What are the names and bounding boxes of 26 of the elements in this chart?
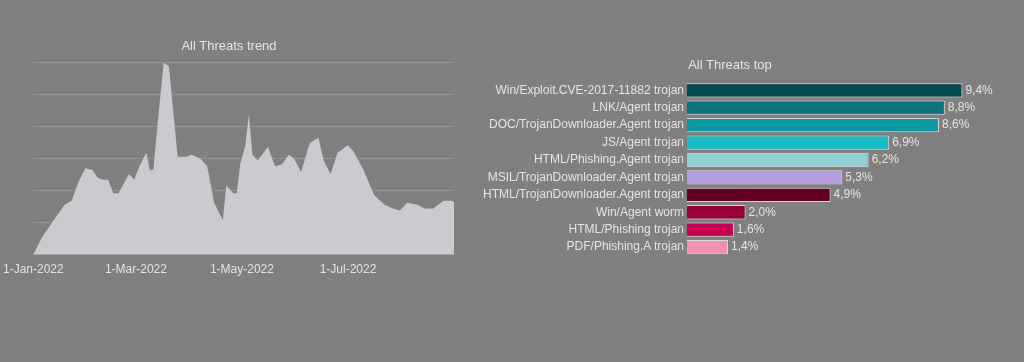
data-label: 9,4% [965, 82, 994, 97]
y-tick-label: LNK/Agent trojan [592, 100, 684, 115]
data-label: 5,3% [845, 169, 873, 184]
data-label: 2,0% [748, 204, 777, 219]
data-label: 1,4% [731, 239, 759, 254]
y-tick-label: HTML/Phishing.Agent trojan [533, 152, 684, 167]
y-tick-label: HTML/Phishing trojan [568, 221, 684, 236]
y-tick-label: Win/Exploit.CVE-2017-11882 trojan [495, 82, 684, 97]
y-tick-label: PDF/Phishing.A trojan [566, 239, 684, 254]
chart-title: All Threats trend [181, 38, 277, 54]
x-tick-label: 1-Mar-2022 [104, 262, 168, 277]
x-tick-label: 1-May-2022 [209, 262, 275, 277]
x-tick-label: 1-Jan-2022 [3, 262, 65, 277]
y-tick-label: Win/Agent worm [595, 204, 684, 219]
x-tick-label: 1-Jul-2022 [319, 262, 377, 277]
y-tick-label: DOC/TrojanDownloader.Agent trojan [488, 117, 684, 132]
y-tick-label: MSIL/TrojanDownloader.Agent trojan [487, 169, 684, 184]
data-label: 8,8% [947, 100, 976, 115]
data-label: 6,9% [892, 134, 920, 149]
chart-title: All Threats top [688, 57, 772, 73]
data-label: 8,6% [941, 117, 970, 132]
y-tick-label: HTML/TrojanDownloader.Agent trojan [482, 187, 684, 202]
y-tick-label: JS/Agent trojan [601, 134, 684, 149]
data-label: 4,9% [833, 187, 862, 202]
data-label: 1,6% [736, 221, 765, 236]
data-label: 6,2% [871, 152, 900, 167]
